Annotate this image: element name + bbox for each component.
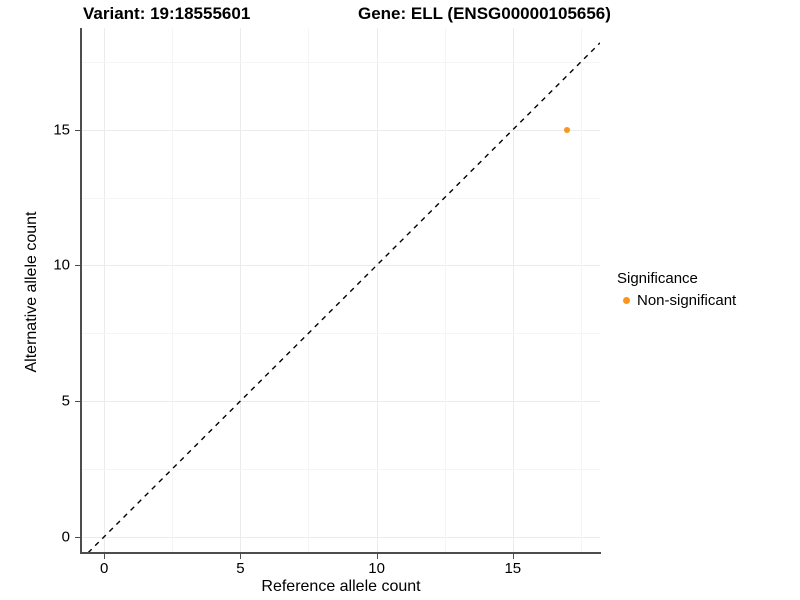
variant-title: Variant: 19:18555601 <box>83 4 251 23</box>
legend-item-label: Non-significant <box>637 291 737 309</box>
gridline-major-v <box>376 28 378 553</box>
legend-item[interactable]: Non-significant <box>617 290 736 310</box>
gridline-major-h <box>81 265 600 267</box>
gridline-major-h <box>81 129 600 131</box>
y-axis-tick-label: 10 <box>53 256 70 274</box>
gridline-major-v <box>512 28 514 553</box>
y-axis-label: Alternative allele count <box>23 211 40 373</box>
x-axis-tick <box>240 554 242 559</box>
legend-key-swatch <box>617 291 635 309</box>
gridline-minor-v <box>580 28 582 553</box>
y-axis-tick <box>75 401 80 403</box>
gridline-major-v <box>240 28 242 553</box>
gridline-minor-v <box>308 28 310 553</box>
gridline-minor-v <box>444 28 446 553</box>
gene-title: Gene: ELL (ENSG00000105656) <box>358 4 611 23</box>
y-axis-line <box>80 28 82 554</box>
y-axis-tick <box>75 265 80 267</box>
legend-items: Non-significant <box>617 290 736 310</box>
gridline-minor-h <box>81 61 600 63</box>
gridline-minor-v <box>172 28 174 553</box>
x-axis-tick-label: 10 <box>368 560 385 577</box>
x-axis-tick <box>376 554 378 559</box>
gridline-minor-h <box>81 333 600 335</box>
gridline-minor-h <box>81 468 600 470</box>
gridline-major-h <box>81 536 600 538</box>
legend-title: Significance <box>617 270 698 287</box>
y-axis-tick-label: 0 <box>61 528 70 546</box>
x-axis-tick-label: 15 <box>504 560 522 577</box>
plot-panel <box>81 28 600 553</box>
x-axis-tick <box>512 554 514 559</box>
y-axis-tick-label: 5 <box>61 392 70 410</box>
x-axis-tick <box>104 554 106 559</box>
y-axis-tick <box>75 129 80 131</box>
gridline-major-v <box>104 28 106 553</box>
x-axis-tick-label: 0 <box>99 560 109 577</box>
x-axis-tick-label: 5 <box>236 560 245 577</box>
gridline-minor-h <box>81 197 600 199</box>
legend-dot-icon <box>622 296 630 304</box>
legend: Significance Non-significant <box>617 270 736 310</box>
gridline-major-h <box>81 401 600 403</box>
x-axis-line <box>81 552 601 554</box>
data-point <box>564 126 571 133</box>
y-axis-tick <box>75 536 80 538</box>
identity-reference-line <box>86 42 600 553</box>
identity-line-stroke <box>86 42 600 553</box>
y-axis-tick-label: 15 <box>53 121 70 139</box>
x-axis-label: Reference allele count <box>261 578 421 595</box>
